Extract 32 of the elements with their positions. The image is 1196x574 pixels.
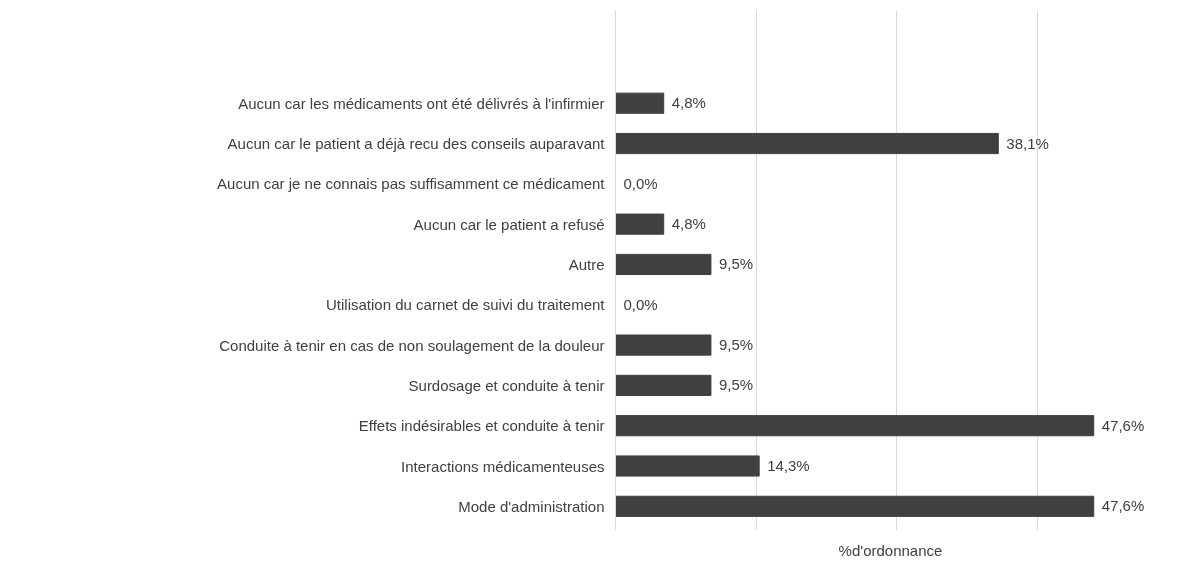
data-label: 4,8% (671, 94, 706, 112)
data-label: 9,5% (718, 336, 754, 354)
y-tick-label: Aucun car je ne connais pas suffisamment ce médicament (217, 175, 606, 193)
bar (615, 92, 665, 114)
y-tick-label: Aucun car le patient a refusé (413, 215, 605, 233)
data-label: 38,1% (1006, 134, 1049, 152)
bar (615, 455, 760, 477)
y-tick-label: Aucun car le patient a déjà recu des conseils auparavant (227, 135, 606, 153)
y-tick-label: Conduite à tenir en cas de non soulagement de la douleur (219, 336, 605, 354)
data-label: 0,0% (623, 174, 658, 192)
bar (615, 374, 712, 396)
y-tick-label: Aucun car les médicaments ont été délivrés à l'infirmier (238, 94, 605, 112)
y-tick-label: Effets indésirables et conduite à tenir (358, 417, 605, 435)
bar (615, 132, 999, 155)
x-axis-title: %d'ordonnance (838, 541, 943, 559)
bar (615, 334, 712, 356)
data-label: 14,3% (767, 457, 810, 474)
y-tick-label: Interactions médicamenteuses (401, 457, 605, 475)
y-tick-label: Autre (568, 255, 605, 273)
data-label: 47,6% (1101, 497, 1145, 515)
bar (615, 495, 1095, 517)
data-label: 9,5% (718, 376, 754, 394)
y-tick-label: Mode d'administration (458, 497, 605, 515)
data-label: 9,5% (718, 255, 754, 273)
data-label: 47,6% (1101, 416, 1145, 434)
bar (615, 253, 712, 276)
data-label: 4,8% (671, 215, 706, 233)
bar (615, 415, 1095, 437)
y-tick-label: Utilisation du carnet de suivi du traitement (326, 296, 606, 314)
y-tick-label: Surdosage et conduite à tenir (408, 376, 605, 394)
data-label: 0,0% (623, 295, 658, 313)
bar (615, 213, 665, 235)
